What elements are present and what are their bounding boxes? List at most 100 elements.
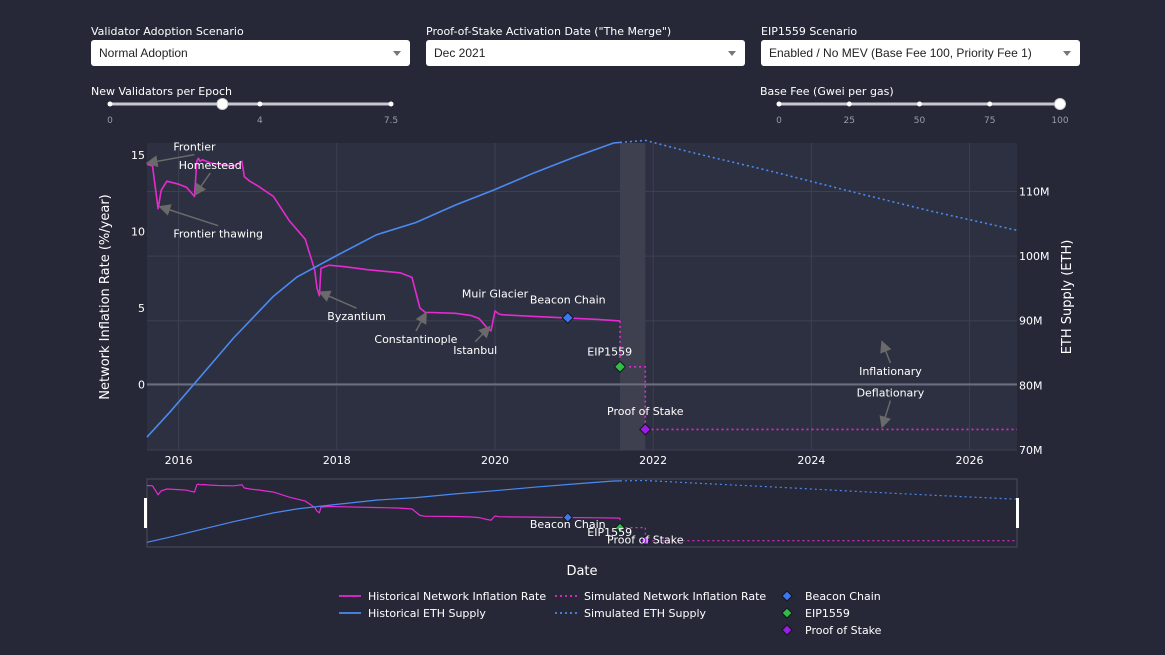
- legend-label: Simulated ETH Supply: [584, 607, 706, 620]
- validator-scenario-value: Normal Adoption: [99, 46, 188, 60]
- basefee-slider[interactable]: 0 25 50 75 100: [776, 98, 1069, 127]
- y-tick-label: 0: [138, 378, 145, 391]
- range-event-marker: [562, 512, 573, 523]
- annotation-label: Homestead: [179, 159, 242, 172]
- event-marker: [561, 311, 574, 325]
- y2-tick-label: 70M: [1019, 444, 1043, 457]
- basefee-slider-stop[interactable]: [776, 101, 782, 107]
- range-annotation-label: EIP1559: [587, 526, 632, 539]
- validators-slider-tick-label: 0: [107, 116, 113, 126]
- range-series-line: [619, 479, 1018, 500]
- annotation-arrow: [158, 204, 219, 227]
- legend-label: Simulated Network Inflation Rate: [584, 590, 766, 603]
- validator-scenario-dropdown[interactable]: Normal Adoption: [91, 40, 410, 66]
- legend-item[interactable]: Historical ETH Supply: [339, 607, 486, 620]
- annotation-label: Inflationary: [859, 365, 922, 378]
- legend-label: Historical ETH Supply: [368, 607, 486, 620]
- series-line: [619, 139, 1018, 232]
- range-slider-right-handle[interactable]: [1016, 498, 1019, 528]
- chevron-down-icon: [1063, 51, 1071, 56]
- merge-date-dropdown[interactable]: Dec 2021: [426, 40, 745, 66]
- basefee-slider-tick-label: 100: [1051, 116, 1068, 126]
- legend-item[interactable]: Historical Network Inflation Rate: [339, 590, 546, 603]
- sliders-layer: 0 4 7.5 0 25 50 75 100: [107, 98, 1069, 127]
- legend-label: Historical Network Inflation Rate: [368, 590, 546, 603]
- series-line: [619, 320, 1017, 431]
- eip1559-scenario-label: EIP1559 Scenario: [761, 25, 858, 38]
- annotation-label: Frontier: [173, 141, 216, 154]
- annotation-arrow: [415, 311, 427, 332]
- x-tick-label: 2020: [481, 454, 509, 467]
- annotation-label: Muir Glacier: [462, 287, 529, 300]
- basefee-slider-stop[interactable]: [987, 101, 993, 107]
- legend-item[interactable]: Beacon Chain: [781, 590, 881, 603]
- validators-slider[interactable]: 0 4 7.5: [107, 98, 398, 127]
- x-tick-label: 2016: [165, 454, 193, 467]
- validators-slider-stop[interactable]: [388, 101, 394, 107]
- basefee-slider-tick-label: 25: [844, 116, 855, 126]
- x-tick-label: 2026: [956, 454, 984, 467]
- annotation-arrow: [474, 325, 491, 343]
- annotation-arrow: [318, 290, 357, 309]
- annotation-label: Frontier thawing: [173, 228, 263, 241]
- eip1559-scenario-value: Enabled / No MEV (Base Fee 100, Priority…: [769, 46, 1032, 60]
- annotation-arrow: [194, 172, 211, 196]
- event-marker: [639, 423, 652, 436]
- basefee-slider-tick-label: 75: [984, 116, 995, 126]
- annotation-label: Beacon Chain: [530, 293, 606, 306]
- annotation-label: Constantinople: [374, 333, 457, 346]
- y2-tick-label: 90M: [1019, 315, 1043, 328]
- chevron-down-icon: [728, 51, 736, 56]
- x-tick-label: 2022: [639, 454, 667, 467]
- range-series-line: [146, 480, 621, 543]
- validator-scenario-label: Validator Adoption Scenario: [91, 25, 244, 38]
- range-event-marker: [614, 522, 626, 533]
- eip1559-scenario-dropdown[interactable]: Enabled / No MEV (Base Fee 100, Priority…: [761, 40, 1080, 66]
- range-slider-left-handle[interactable]: [144, 498, 147, 528]
- legend-label: Beacon Chain: [805, 590, 881, 603]
- annotation-arrow: [145, 153, 195, 168]
- x-tick-label: 2018: [323, 454, 351, 467]
- merge-date-value: Dec 2021: [434, 46, 486, 60]
- legend-item[interactable]: EIP1559: [781, 607, 850, 620]
- range-series-line: [146, 483, 621, 521]
- chevron-down-icon: [393, 51, 401, 56]
- legend-swatch: [781, 624, 793, 636]
- annotation-arrow: [879, 400, 892, 429]
- y-axis-title: Network Inflation Rate (%/year): [98, 194, 113, 400]
- merge-transition-shade: [619, 143, 646, 450]
- validators-slider-stop[interactable]: [257, 101, 263, 107]
- range-slider-frame[interactable]: [146, 478, 1018, 548]
- annotation-label: Proof of Stake: [607, 405, 684, 418]
- legend-label: EIP1559: [805, 607, 850, 620]
- y2-tick-label: 80M: [1019, 379, 1043, 392]
- annotation-label: Deflationary: [857, 387, 925, 400]
- validators-slider-tick-label: 7.5: [384, 116, 398, 126]
- legend-item[interactable]: Simulated ETH Supply: [555, 607, 706, 620]
- basefee-slider-handle[interactable]: [1054, 98, 1066, 110]
- plot-area: [147, 143, 1017, 450]
- series-line: [146, 141, 621, 438]
- y2-axis-title: ETH Supply (ETH): [1060, 240, 1075, 355]
- basefee-slider-stop[interactable]: [917, 101, 922, 107]
- range-annotation-label: Beacon Chain: [530, 518, 606, 531]
- y-tick-label: 10: [131, 226, 145, 239]
- validators-slider-stop[interactable]: [107, 101, 113, 107]
- y-tick-label: 5: [138, 302, 145, 315]
- annotation-label: EIP1559: [587, 345, 632, 358]
- x-tick-label: 2024: [797, 454, 825, 467]
- y2-tick-label: 100M: [1019, 250, 1050, 263]
- basefee-slider-tick-label: 50: [914, 116, 926, 126]
- basefee-slider-label: Base Fee (Gwei per gas): [760, 85, 894, 98]
- basefee-slider-stop[interactable]: [846, 101, 852, 107]
- legend-label: Proof of Stake: [805, 624, 882, 637]
- annotation-arrow: [880, 340, 892, 364]
- legend-item[interactable]: Simulated Network Inflation Rate: [555, 590, 766, 603]
- legend-item[interactable]: Proof of Stake: [781, 624, 882, 637]
- y2-tick-label: 110M: [1019, 185, 1050, 198]
- validators-slider-handle[interactable]: [216, 98, 229, 110]
- range-annotation-label: Proof of Stake: [607, 533, 684, 546]
- merge-date-label: Proof-of-Stake Activation Date ("The Mer…: [426, 25, 672, 38]
